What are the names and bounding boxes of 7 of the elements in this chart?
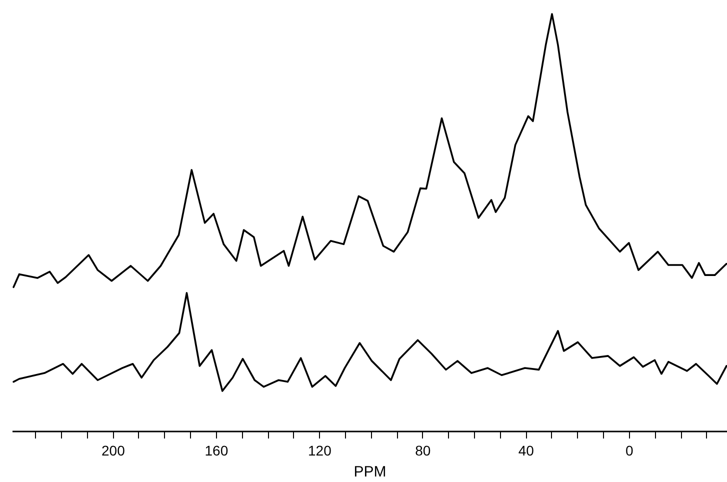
x-tick-label: 0 bbox=[626, 442, 634, 458]
x-tick-label: 80 bbox=[415, 442, 431, 458]
x-axis-title: PPM bbox=[354, 464, 386, 480]
x-tick-label: 40 bbox=[518, 442, 534, 458]
x-tick-label: 160 bbox=[204, 442, 228, 458]
x-tick-label: 120 bbox=[308, 442, 332, 458]
x-tick-label: 200 bbox=[101, 442, 126, 458]
